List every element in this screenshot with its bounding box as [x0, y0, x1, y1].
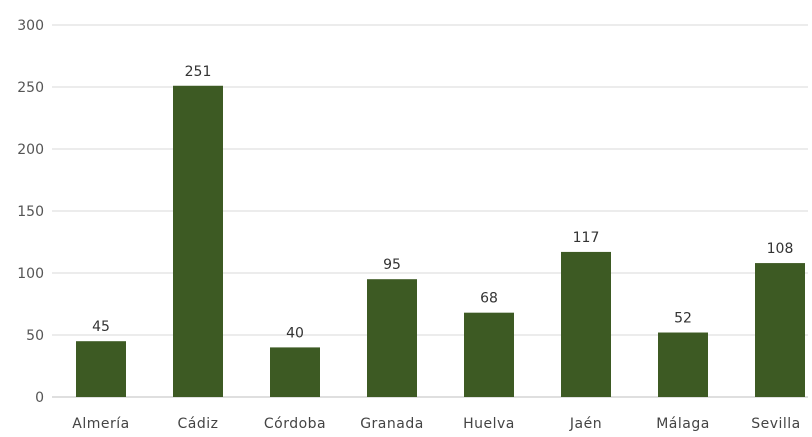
y-tick-label: 100 [17, 266, 44, 282]
data-label: 68 [480, 291, 498, 307]
bar-almería [76, 341, 126, 397]
x-tick-label: Sevilla [751, 416, 801, 432]
x-tick-label: Córdoba [264, 416, 326, 432]
bar-cádiz [173, 85, 223, 397]
bar-granada [367, 279, 417, 397]
data-label: 251 [185, 64, 212, 80]
x-tick-label: Málaga [656, 416, 710, 432]
y-tick-label: 150 [17, 204, 44, 220]
y-tick-label: 300 [17, 18, 44, 34]
data-label: 40 [286, 325, 304, 341]
y-tick-label: 250 [17, 80, 44, 96]
x-tick-label: Cádiz [178, 416, 219, 432]
x-tick-label: Huelva [463, 416, 515, 432]
bar-huelva [464, 312, 514, 397]
data-label: 95 [383, 257, 401, 273]
y-axis: 0 50 100 150 200 250 300 [17, 18, 44, 406]
data-label: 52 [674, 311, 692, 327]
data-label: 108 [767, 241, 794, 257]
y-tick-label: 200 [17, 142, 44, 158]
data-label: 45 [92, 319, 110, 335]
bar-córdoba [270, 347, 320, 397]
bar-jaén [561, 251, 611, 397]
bar-málaga [658, 332, 708, 397]
y-tick-label: 50 [26, 328, 44, 344]
x-tick-label: Jaén [569, 416, 602, 432]
y-tick-label: 0 [35, 390, 44, 406]
data-label: 117 [573, 230, 600, 246]
data-labels: 45 251 40 95 68 117 52 108 [92, 64, 793, 342]
bar-sevilla [755, 263, 805, 397]
x-tick-label: Granada [360, 416, 424, 432]
x-axis: Almería Cádiz Córdoba Granada Huelva Jaén Mála… [72, 416, 801, 432]
bars [76, 85, 805, 397]
x-tick-label: Almería [72, 416, 129, 432]
